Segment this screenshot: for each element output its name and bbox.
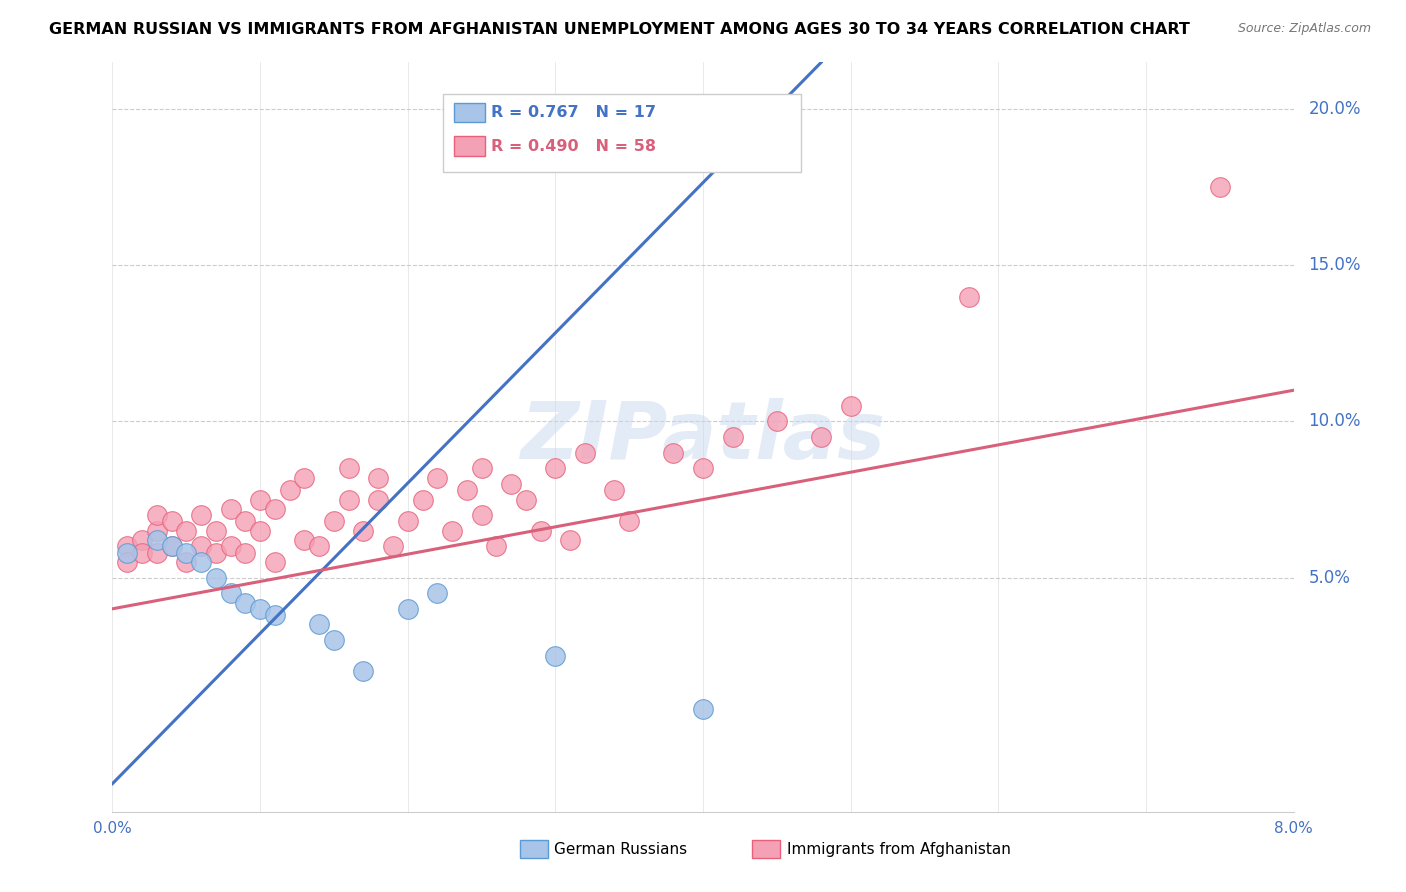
Point [426,470,449,484]
Point [146,545,169,560]
Point [426,586,449,600]
Point [692,701,714,715]
Text: Source: ZipAtlas.com: Source: ZipAtlas.com [1237,22,1371,36]
Point [352,664,374,679]
Point [692,461,714,475]
Point [810,430,832,444]
Point [308,617,330,632]
Point [367,470,389,484]
Point [292,533,315,547]
Point [249,524,271,538]
Text: 0.0%: 0.0% [93,821,132,836]
Point [957,289,980,303]
Point [190,508,212,523]
Point [249,601,271,615]
Point [352,524,374,538]
Text: 10.0%: 10.0% [1309,412,1361,431]
Point [233,545,256,560]
Point [323,633,346,648]
Point [721,430,744,444]
Point [205,545,228,560]
Point [662,446,685,460]
Text: GERMAN RUSSIAN VS IMMIGRANTS FROM AFGHANISTAN UNEMPLOYMENT AMONG AGES 30 TO 34 Y: GERMAN RUSSIAN VS IMMIGRANTS FROM AFGHAN… [49,22,1189,37]
Point [412,492,434,507]
Point [174,524,197,538]
Point [219,539,242,553]
Text: 5.0%: 5.0% [1309,568,1350,587]
Text: R = 0.490   N = 58: R = 0.490 N = 58 [491,139,655,153]
Point [382,539,405,553]
Point [278,483,301,498]
Point [174,545,197,560]
Point [1208,180,1232,194]
Point [117,555,138,569]
Point [146,533,169,547]
Text: 15.0%: 15.0% [1309,256,1361,275]
Point [396,514,419,528]
Point [131,533,153,547]
Point [544,648,567,663]
Text: 8.0%: 8.0% [1274,821,1313,836]
Point [485,539,508,553]
Point [839,399,862,413]
Point [337,492,360,507]
Point [131,545,153,560]
Point [544,461,567,475]
Point [367,492,389,507]
Point [441,524,464,538]
Point [471,461,494,475]
Point [529,524,551,538]
Point [337,461,360,475]
Point [160,514,183,528]
Point [160,539,183,553]
Text: R = 0.767   N = 17: R = 0.767 N = 17 [491,105,655,120]
Point [264,501,287,516]
Point [603,483,626,498]
Point [323,514,346,528]
Point [292,470,315,484]
Text: ZIPatlas: ZIPatlas [520,398,886,476]
Point [264,555,287,569]
Point [560,533,582,547]
Point [264,608,287,623]
Point [205,571,228,585]
Point [233,514,256,528]
Point [501,476,523,491]
Point [146,524,169,538]
Point [117,545,138,560]
Point [160,539,183,553]
Text: Immigrants from Afghanistan: Immigrants from Afghanistan [787,842,1011,856]
Point [515,492,537,507]
Point [117,539,138,553]
Point [308,539,330,553]
Point [190,555,212,569]
Point [456,483,478,498]
Point [619,514,641,528]
Text: German Russians: German Russians [554,842,688,856]
Point [219,586,242,600]
Point [471,508,494,523]
Point [765,414,787,428]
Point [174,555,197,569]
Point [396,601,419,615]
Point [146,508,169,523]
Text: 20.0%: 20.0% [1309,100,1361,119]
Point [190,539,212,553]
Point [233,596,256,610]
Point [205,524,228,538]
Point [249,492,271,507]
Point [574,446,596,460]
Point [219,501,242,516]
